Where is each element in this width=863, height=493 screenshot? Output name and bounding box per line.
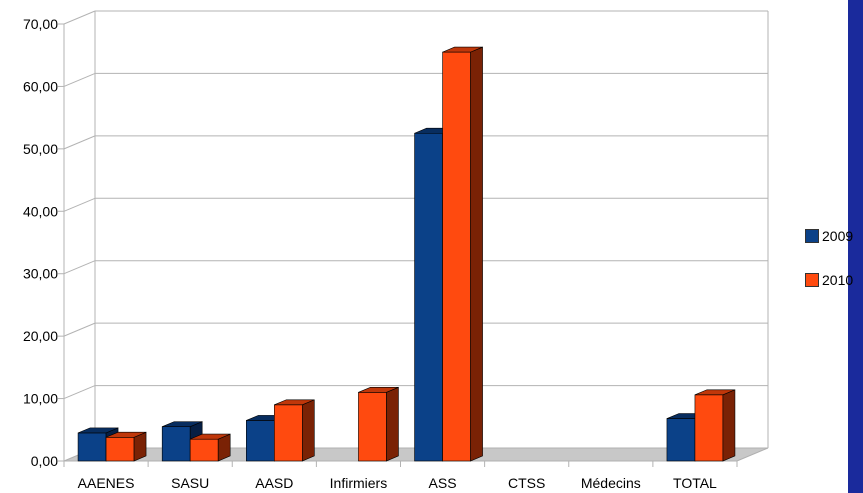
legend-item-2010: 2010 — [805, 272, 853, 288]
bar-top — [105, 431, 147, 438]
gridline-diagonal — [63, 72, 96, 87]
bar-top — [358, 386, 399, 393]
legend-item-2009: 2009 — [805, 228, 853, 244]
x-tick-label: SASU — [171, 475, 209, 491]
bar-front — [77, 432, 107, 462]
x-tick-label: AASD — [255, 475, 293, 491]
y-tick-label: 50,00 — [23, 141, 58, 157]
y-tick-label: 60,00 — [23, 78, 58, 94]
bar-top — [442, 46, 483, 53]
bar-side — [302, 399, 315, 462]
bar-front — [189, 438, 219, 462]
bar-2010-ASS — [442, 46, 483, 462]
y-axis-ticks: 0,00 10,00 20,00 30,00 40,00 50,00 60,00 70,00 — [23, 16, 64, 469]
gridline-diagonal — [63, 10, 96, 25]
y-tick-label: 30,00 — [23, 266, 58, 282]
bar-side — [386, 386, 399, 462]
bar-front — [442, 51, 471, 462]
bar-2010-Infirmiers — [358, 386, 399, 462]
bar-side — [470, 46, 483, 462]
y-tick-label: 40,00 — [23, 203, 58, 219]
gridline-diagonal — [63, 322, 96, 337]
legend-label-2010: 2010 — [822, 272, 854, 288]
bar-front — [161, 426, 191, 462]
bar-front — [105, 436, 135, 462]
bar-top — [274, 399, 315, 406]
bar-top — [162, 421, 203, 427]
x-tick-label: Infirmiers — [330, 475, 388, 491]
y-tick-label: 0,00 — [31, 453, 58, 469]
x-tick-label: TOTAL — [673, 475, 717, 491]
bar-2010-TOTAL — [694, 389, 736, 462]
bar-front — [358, 392, 387, 462]
legend-label-2009: 2009 — [822, 228, 854, 244]
y-tick-label: 70,00 — [23, 16, 58, 32]
x-tick-label: AAENES — [78, 475, 135, 491]
x-axis-labels: AAENES SASU AASD Infirmiers ASS CTSS Médecins T… — [63, 461, 738, 491]
y-tick-label: 10,00 — [23, 391, 58, 407]
gridline-diagonal — [63, 135, 96, 150]
y-tick-label: 20,00 — [23, 328, 58, 344]
bars — [77, 46, 736, 462]
bar-2010-AAENES — [105, 431, 147, 462]
gridline-diagonal — [63, 260, 96, 275]
bar-top — [694, 389, 736, 396]
bar-front — [274, 404, 303, 462]
window-edge — [848, 0, 863, 493]
legend-swatch-2010 — [805, 273, 819, 287]
chart-walls — [63, 11, 769, 461]
gridline-diagonal — [63, 385, 96, 400]
bar-top — [77, 427, 119, 434]
bar-side — [722, 389, 736, 462]
x-tick-label: CTSS — [508, 475, 545, 491]
bar-front — [666, 418, 696, 462]
x-tick-label: Médecins — [581, 475, 641, 491]
bar-front — [694, 394, 724, 462]
bar-front — [246, 420, 275, 462]
x-tick-label: ASS — [429, 475, 457, 491]
legend-swatch-2009 — [805, 229, 819, 243]
bar-front — [414, 132, 443, 462]
bar-top — [190, 433, 231, 440]
gridline-diagonal — [63, 197, 96, 212]
bar-2010-AASD — [274, 399, 315, 462]
bar-2010-SASU — [189, 433, 231, 462]
